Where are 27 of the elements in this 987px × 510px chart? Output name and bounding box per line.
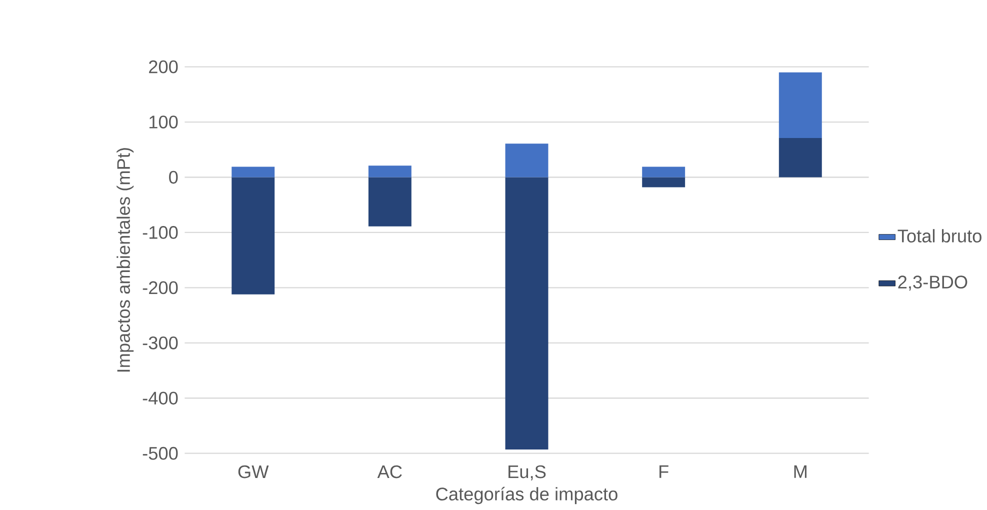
y-tick-label: -500 [142,446,178,460]
x-tick-label: Eu,S [508,465,546,480]
y-tick-label: -300 [142,336,178,350]
bar [505,177,548,450]
x-axis-title: Categorías de impacto [436,486,618,504]
bar [778,72,822,138]
y-tick-label: 100 [150,116,178,128]
bar [232,177,275,294]
bar [505,144,548,178]
bar [642,177,686,188]
y-tick-label: -200 [142,281,178,294]
x-tick-label: GW [238,465,269,478]
y-axis-title: Impactos ambientales (mPt) [116,148,134,372]
x-tick-label: M [794,465,806,478]
bar [232,166,275,178]
bar [368,166,412,178]
x-tick-label: AC [377,465,402,478]
x-tick-label: F [660,465,668,478]
bar [642,166,686,178]
bar [778,138,822,178]
y-tick-label: -400 [142,392,178,405]
bar [368,177,412,226]
y-tick-label: 200 [149,60,178,74]
y-tick-label: 0 [169,170,178,184]
y-tick-label: -100 [142,226,178,239]
legend-label: Total bruto [898,229,982,242]
legend-label: 2,3-BDO [898,276,968,291]
